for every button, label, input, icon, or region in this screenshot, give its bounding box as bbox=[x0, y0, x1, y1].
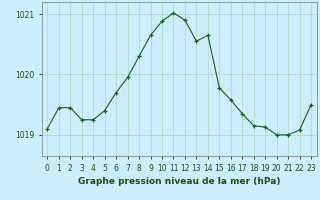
X-axis label: Graphe pression niveau de la mer (hPa): Graphe pression niveau de la mer (hPa) bbox=[78, 177, 280, 186]
